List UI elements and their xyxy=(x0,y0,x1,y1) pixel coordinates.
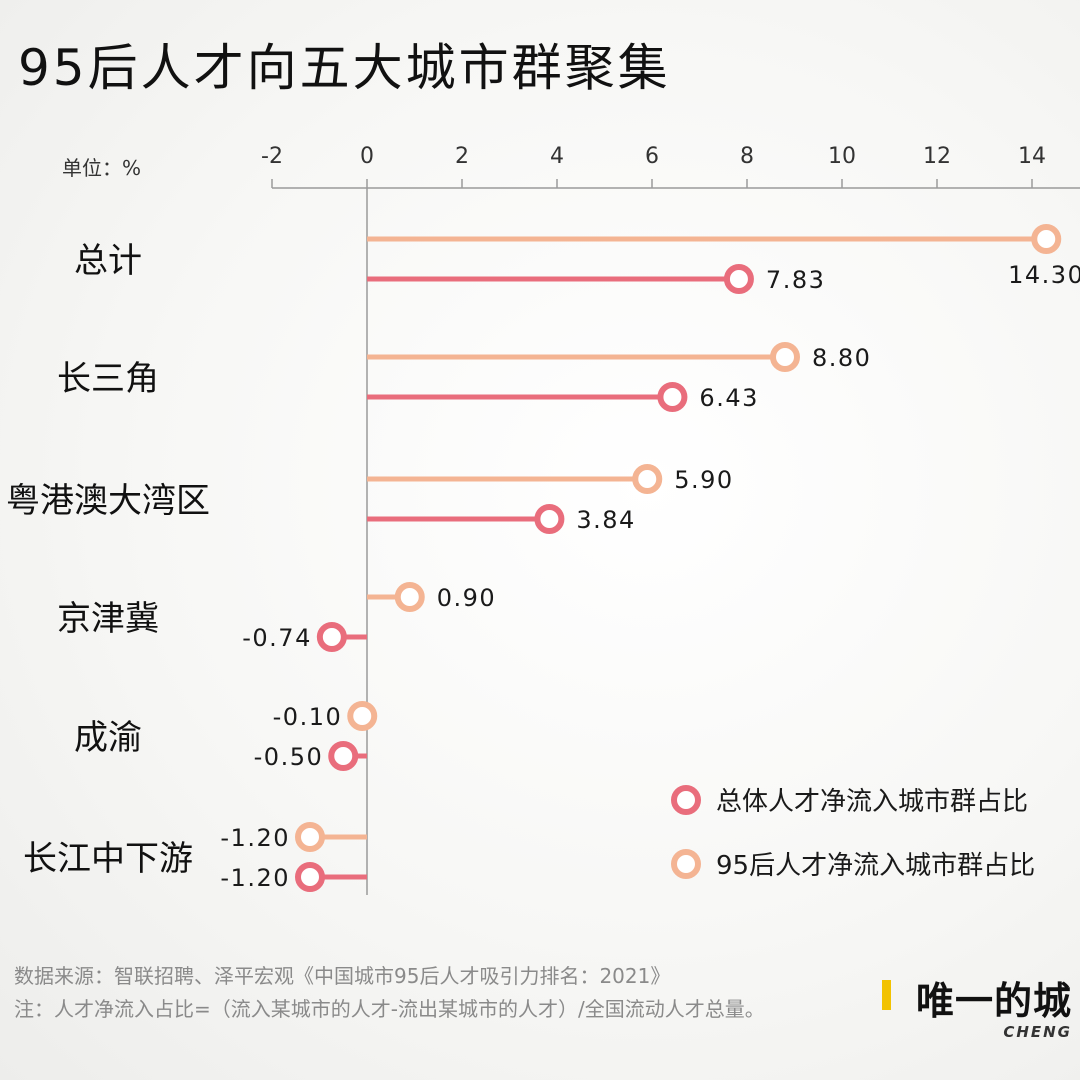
lollipop-point xyxy=(328,741,359,771)
data-label: 14.30 xyxy=(1008,261,1080,289)
lollipop-point xyxy=(534,504,565,534)
x-tick-label: 4 xyxy=(550,144,564,169)
category-label: 京津冀 xyxy=(57,599,159,639)
data-label: -0.10 xyxy=(273,703,343,731)
lollipop-point xyxy=(316,622,347,652)
data-label: -0.50 xyxy=(254,743,324,771)
x-tick-label: 10 xyxy=(828,144,856,169)
legend-marker xyxy=(671,849,701,879)
unit-label: 单位：% xyxy=(62,156,141,180)
chart-title: 95后人才向五大城市群聚集 xyxy=(18,39,671,97)
category-label: 成渝 xyxy=(74,718,142,758)
lollipop-point xyxy=(347,701,378,731)
brand-mark-icon xyxy=(882,980,891,1010)
x-tick-label: 12 xyxy=(923,144,951,169)
x-tick-label: 0 xyxy=(360,144,374,169)
category-label: 长三角 xyxy=(57,359,159,399)
data-label: 0.90 xyxy=(437,584,496,612)
legend-label: 总体人才净流入城市群占比 xyxy=(716,787,1028,817)
lollipop-point xyxy=(770,342,800,372)
x-tick-label: 8 xyxy=(740,144,754,169)
category-label: 粤港澳大湾区 xyxy=(6,481,210,521)
lollipop-point xyxy=(1031,224,1062,254)
x-tick-label: -2 xyxy=(261,144,283,169)
data-label: 7.83 xyxy=(766,266,825,294)
legend-label: 95后人才净流入城市群占比 xyxy=(716,851,1035,881)
data-label: 5.90 xyxy=(674,466,733,494)
data-label: 3.84 xyxy=(576,506,635,534)
x-tick-label: 2 xyxy=(455,144,469,169)
lollipop-point xyxy=(295,862,325,892)
brand-logo: 唯一的城 CHENG xyxy=(882,970,1072,1041)
lollipop-point xyxy=(723,264,754,294)
lollipop-point xyxy=(657,382,688,412)
lollipop-point xyxy=(394,582,425,612)
data-label: -1.20 xyxy=(220,824,290,852)
source-note: 数据来源：智联招聘、泽平宏观《中国城市95后人才吸引力排名：2021》 xyxy=(14,964,671,988)
data-label: 8.80 xyxy=(812,344,871,372)
legend-marker xyxy=(671,785,701,815)
footer: 数据来源：智联招聘、泽平宏观《中国城市95后人才吸引力排名：2021》 注：人才… xyxy=(14,960,854,1026)
data-label: -0.74 xyxy=(242,624,312,652)
data-label: 6.43 xyxy=(699,384,758,412)
formula-note: 注：人才净流入占比=（流入某城市的人才-流出某城市的人才）/全国流动人才总量。 xyxy=(14,997,765,1021)
lollipop-point xyxy=(295,822,325,852)
x-tick-label: 6 xyxy=(645,144,659,169)
lollipop-point xyxy=(632,464,663,494)
category-label: 总计 xyxy=(74,241,142,281)
data-label: -1.20 xyxy=(220,864,290,892)
category-label: 长江中下游 xyxy=(23,839,193,879)
brand-subtitle: CHENG xyxy=(1003,1023,1072,1041)
x-tick-label: 14 xyxy=(1018,144,1046,169)
brand-name: 唯一的城 xyxy=(915,979,1072,1023)
